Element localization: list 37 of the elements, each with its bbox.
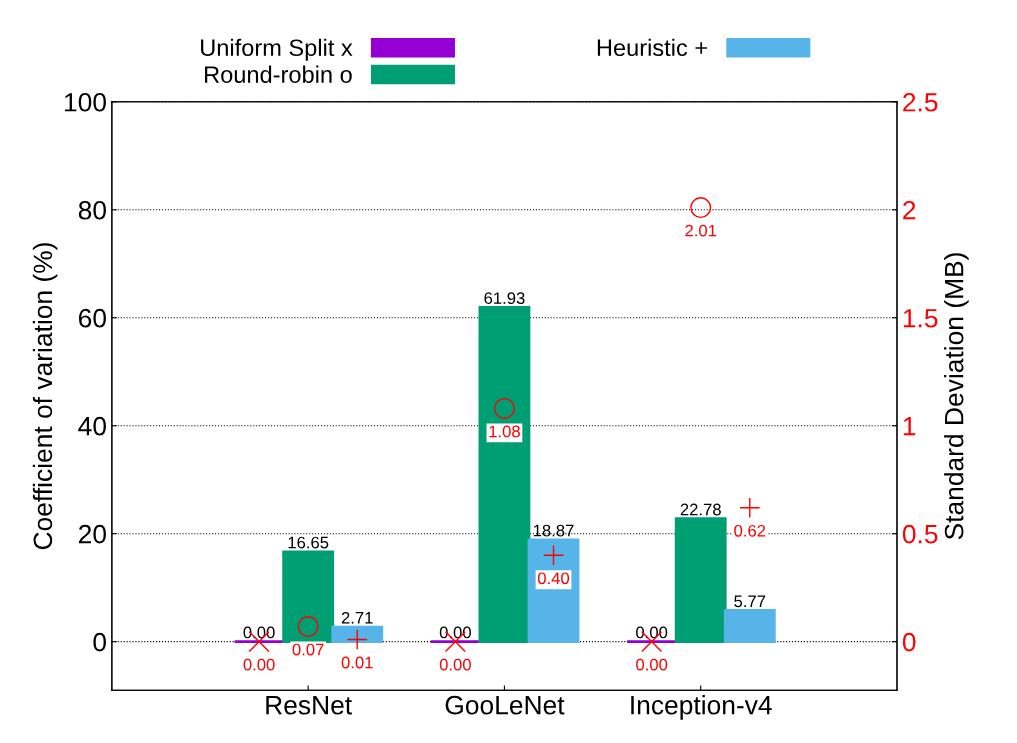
legend-label: Heuristic + — [597, 38, 707, 57]
data-label: 0.00 — [636, 658, 668, 671]
data-label: 22.78 — [680, 503, 721, 516]
y-tick-label: 40 — [78, 416, 106, 436]
y2-tick-label: 0.5 — [902, 524, 938, 544]
y-tick-label: 100 — [65, 92, 106, 112]
data-label: 2.71 — [341, 611, 373, 624]
y-axis-title: Coefficient of variation (%) — [32, 243, 58, 550]
y-tick-label: 60 — [79, 308, 106, 328]
y-tick-label: 0 — [93, 632, 106, 652]
legend-label: Uniform Split x — [201, 38, 353, 61]
x-tick-label: ResNet — [266, 696, 352, 715]
data-label: 0.40 — [537, 572, 570, 585]
y2-axis-title: Standard Deviation (MB) — [944, 253, 969, 540]
x-tick-label: Inception-v4 — [631, 695, 772, 720]
data-label: 0.62 — [734, 524, 766, 537]
y-tick-label: 20 — [78, 524, 106, 544]
y2-tick-label: 1 — [903, 417, 916, 436]
y2-tick-label: 1.5 — [903, 309, 938, 328]
data-label: 0.00 — [243, 626, 275, 639]
x-tick-label: GooLeNet — [445, 695, 565, 715]
y2-tick-label: 2.5 — [903, 92, 938, 112]
y2-tick-label: 0 — [902, 632, 916, 652]
data-label: 0.00 — [243, 658, 275, 671]
data-label: 0.00 — [439, 658, 471, 671]
y-tick-label: 80 — [78, 200, 106, 220]
data-label: 61.93 — [484, 292, 525, 305]
data-label: 16.65 — [288, 536, 329, 549]
data-label: 18.87 — [533, 524, 574, 537]
data-label: 5.77 — [734, 595, 766, 608]
y2-tick-label: 2 — [903, 200, 916, 220]
data-label: 0.07 — [292, 643, 324, 656]
data-label: 2.01 — [685, 224, 717, 237]
data-label: 0.00 — [636, 626, 668, 639]
data-label: 0.01 — [341, 656, 373, 669]
data-label: 1.08 — [489, 425, 520, 438]
legend-label: Round-robin o — [205, 65, 352, 83]
